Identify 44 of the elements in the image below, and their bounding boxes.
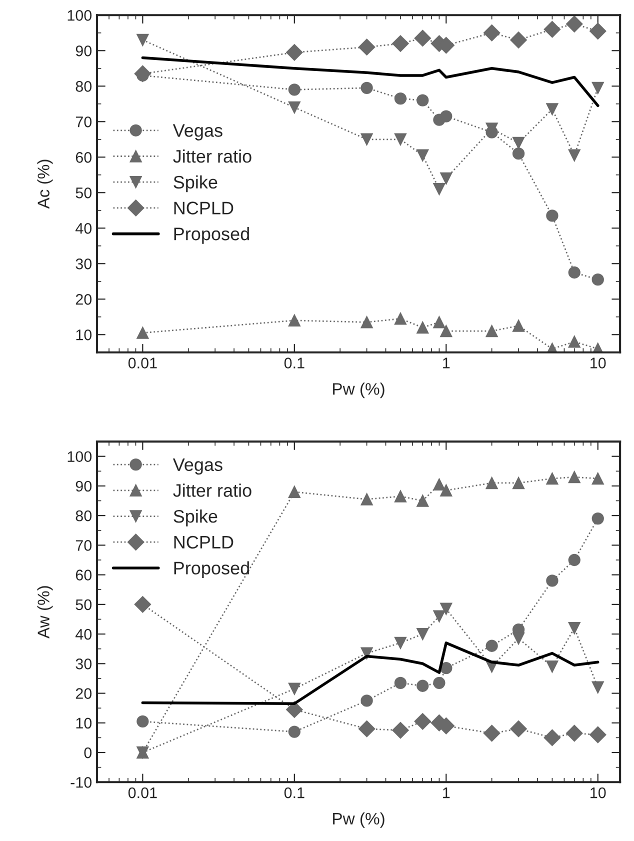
x-tick-label: 0.1 — [284, 358, 304, 368]
y-tick-label: 60 — [76, 570, 92, 580]
y-tick-label: 80 — [76, 81, 92, 92]
y-tick-label: 90 — [76, 480, 92, 492]
y-tick-label: 50 — [76, 188, 92, 198]
y-tick-label: 40 — [76, 628, 92, 640]
x-axis-title: Pw (%) — [333, 812, 384, 828]
y-tick-label: 70 — [76, 116, 92, 128]
legend-label: Jitter ratio — [173, 149, 252, 163]
y-tick-label: 100 — [68, 10, 92, 21]
x-tick-label: 1 — [443, 788, 450, 798]
y-tick-label: -10 — [70, 777, 92, 788]
y-tick-label: 100 — [68, 451, 92, 462]
legend-label: Spike — [174, 175, 218, 192]
x-axis-title: Pw (%) — [333, 382, 384, 398]
y-tick-label: 70 — [76, 540, 92, 551]
y-tick-label: 60 — [76, 152, 92, 163]
y-axis-title: Ac (%) — [37, 160, 53, 209]
y-tick-label: 80 — [76, 510, 92, 522]
x-tick-label: 0.1 — [284, 787, 304, 798]
legend-label: Jitter ratio — [173, 484, 252, 497]
x-tick-label: 10 — [590, 358, 606, 368]
y-tick-label: 20 — [76, 294, 92, 305]
legend-label: NCPLD — [174, 202, 234, 214]
legend-label: Proposed — [174, 227, 249, 244]
legend-label: Vegas — [172, 124, 222, 140]
x-tick-label: 0.01 — [128, 358, 157, 368]
y-tick-label: 50 — [76, 599, 92, 610]
y-tick-label: 30 — [76, 658, 92, 670]
x-tick-label: 10 — [590, 787, 606, 798]
y-axis-title: Aw (%) — [37, 586, 53, 638]
y-tick-label: 20 — [76, 688, 92, 699]
legend-label: Vegas — [172, 458, 222, 475]
y-tick-label: 90 — [76, 46, 92, 56]
y-tick-label: 10 — [76, 718, 92, 729]
y-tick-label: 10 — [76, 329, 92, 340]
y-tick-label: 40 — [76, 223, 92, 234]
x-tick-label: 0.01 — [128, 787, 157, 798]
x-tick-label: 1 — [443, 358, 450, 368]
legend-label: Proposed — [174, 561, 249, 578]
y-tick-label: 30 — [76, 258, 92, 270]
legend-label: Spike — [174, 509, 218, 526]
y-tick-label: 0 — [84, 747, 92, 758]
legend-label: NCPLD — [174, 536, 234, 549]
